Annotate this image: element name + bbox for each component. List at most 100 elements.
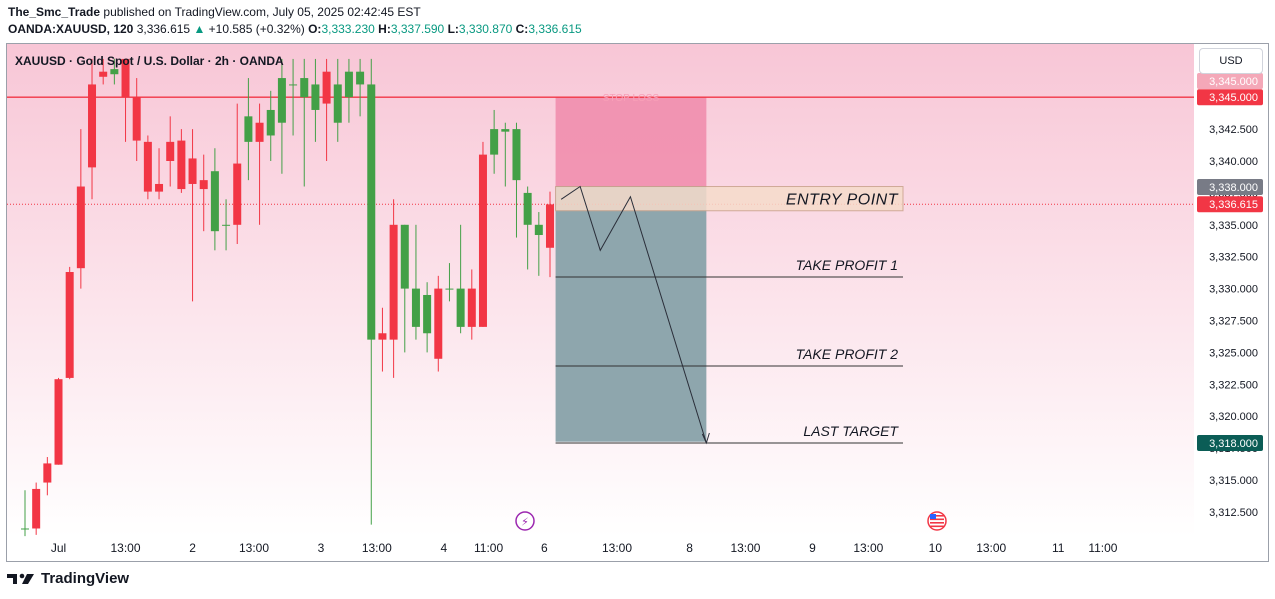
projection-arrow-icon xyxy=(701,432,710,445)
candle-body[interactable] xyxy=(233,163,242,225)
resistance-badge-label: 3,345.000 xyxy=(1209,92,1258,104)
published-text: published on TradingView.com, July 05, 2… xyxy=(103,5,421,19)
entry-price-badge-label: 3,338.000 xyxy=(1209,182,1258,194)
candle-body[interactable] xyxy=(389,224,398,340)
close-label: C: xyxy=(515,22,529,36)
flag-canton xyxy=(930,514,936,519)
candle-body[interactable] xyxy=(155,183,164,192)
ohlc-header: OANDA:XAUUSD, 120 3,336.615 ▲ +10.585 (+… xyxy=(8,22,582,36)
tradingview-logo[interactable]: TradingView xyxy=(7,570,129,587)
candle-body[interactable] xyxy=(65,272,74,378)
candle-body[interactable] xyxy=(400,224,409,289)
flag-stripe xyxy=(930,522,944,524)
flag-stripe xyxy=(930,515,944,517)
candle-body[interactable] xyxy=(54,379,63,465)
candle-body[interactable] xyxy=(143,141,152,192)
candle-body[interactable] xyxy=(311,84,320,110)
chart-frame xyxy=(6,43,1269,562)
chart-legend-title: XAUUSD · Gold Spot / U.S. Dollar · 2h · … xyxy=(15,54,284,68)
x-tick-label: 13:00 xyxy=(111,541,141,555)
candle-body[interactable] xyxy=(99,71,108,77)
candle-body[interactable] xyxy=(300,78,309,98)
candle-body[interactable] xyxy=(512,129,521,181)
lightning-event-icon[interactable] xyxy=(515,511,535,531)
candle-body[interactable] xyxy=(445,288,454,290)
open-label: O: xyxy=(308,22,322,36)
low-value: 3,330.870 xyxy=(458,22,513,36)
x-tick-label: 13:00 xyxy=(730,541,760,555)
flag-stripe xyxy=(930,525,944,528)
candle-body[interactable] xyxy=(76,186,85,269)
candle-body[interactable] xyxy=(411,288,420,327)
candle-body[interactable] xyxy=(356,71,365,85)
price-change: +10.585 (+0.32%) xyxy=(208,22,305,36)
x-tick-label: 11 xyxy=(1052,541,1065,555)
candle-body[interactable] xyxy=(166,141,175,161)
projection-path xyxy=(560,185,707,444)
candle-body[interactable] xyxy=(322,71,331,104)
candle-body[interactable] xyxy=(333,84,342,123)
candle-body[interactable] xyxy=(199,180,208,190)
candle-body[interactable] xyxy=(43,463,52,483)
candle-body[interactable] xyxy=(132,97,141,141)
candle-body[interactable] xyxy=(545,204,554,248)
x-tick-label: 10 xyxy=(929,541,943,555)
x-tick-label: Jul xyxy=(51,541,66,555)
candle-body[interactable] xyxy=(378,333,387,340)
tradingview-brand: TradingView xyxy=(41,570,130,587)
y-tick-label: 3,332.500 xyxy=(1209,252,1258,264)
x-tick-label: 9 xyxy=(809,541,816,555)
y-tick-label: 3,327.500 xyxy=(1209,316,1258,328)
candle-body[interactable] xyxy=(434,288,443,359)
y-tick-label: 3,330.000 xyxy=(1209,284,1258,296)
candle-body[interactable] xyxy=(534,224,543,236)
y-tick-label: 3,335.000 xyxy=(1209,220,1258,232)
y-tick-label: 3,312.500 xyxy=(1209,507,1258,519)
author-name[interactable]: The_Smc_Trade xyxy=(8,5,101,19)
entry-point-label: ENTRY POINT xyxy=(786,191,899,208)
last-target-label: LAST TARGET xyxy=(803,423,899,439)
symbol-info: OANDA:XAUUSD, 120 xyxy=(8,22,134,36)
x-tick-label: 13:00 xyxy=(602,541,632,555)
candle-body[interactable] xyxy=(88,84,97,168)
close-value: 3,336.615 xyxy=(528,22,582,36)
candle-body[interactable] xyxy=(467,288,476,327)
lightning-glyph-icon: ⚡ xyxy=(521,516,529,529)
x-tick-label: 2 xyxy=(189,541,196,555)
candle-body[interactable] xyxy=(21,528,29,530)
entry-price-badge xyxy=(1197,179,1263,195)
candle-body[interactable] xyxy=(478,154,487,327)
candle-body[interactable] xyxy=(367,84,376,340)
high-value: 3,337.590 xyxy=(390,22,445,36)
x-tick-label: 6 xyxy=(541,541,548,555)
candle-body[interactable] xyxy=(244,116,253,142)
entry-box xyxy=(555,186,904,212)
candle-body[interactable] xyxy=(188,158,197,184)
candle-body[interactable] xyxy=(523,192,532,225)
candle-body[interactable] xyxy=(266,109,275,136)
candle-body[interactable] xyxy=(110,69,119,75)
candle-body[interactable] xyxy=(501,129,510,132)
target-zone xyxy=(555,186,707,442)
candle-body[interactable] xyxy=(255,122,264,142)
high-label: H: xyxy=(378,22,391,36)
candle-body[interactable] xyxy=(277,78,286,123)
candle-body[interactable] xyxy=(177,140,186,190)
candle-body[interactable] xyxy=(344,71,353,98)
last-target-badge-label: 3,318.000 xyxy=(1209,438,1258,450)
candle-body[interactable] xyxy=(423,294,432,334)
x-tick-label: 13:00 xyxy=(362,541,392,555)
candle-body[interactable] xyxy=(121,58,130,98)
candle-body[interactable] xyxy=(456,288,465,327)
candle-body[interactable] xyxy=(210,171,219,232)
last-target-badge xyxy=(1197,435,1263,451)
candle-body[interactable] xyxy=(32,488,41,529)
x-tick-label: 11:00 xyxy=(474,541,503,555)
x-tick-label: 4 xyxy=(441,541,448,555)
flag-stripe xyxy=(930,518,944,521)
candle-body[interactable] xyxy=(490,129,499,155)
candle-body[interactable] xyxy=(289,84,298,86)
candle-body[interactable] xyxy=(222,224,231,226)
currency-button[interactable]: USD xyxy=(1199,48,1263,74)
